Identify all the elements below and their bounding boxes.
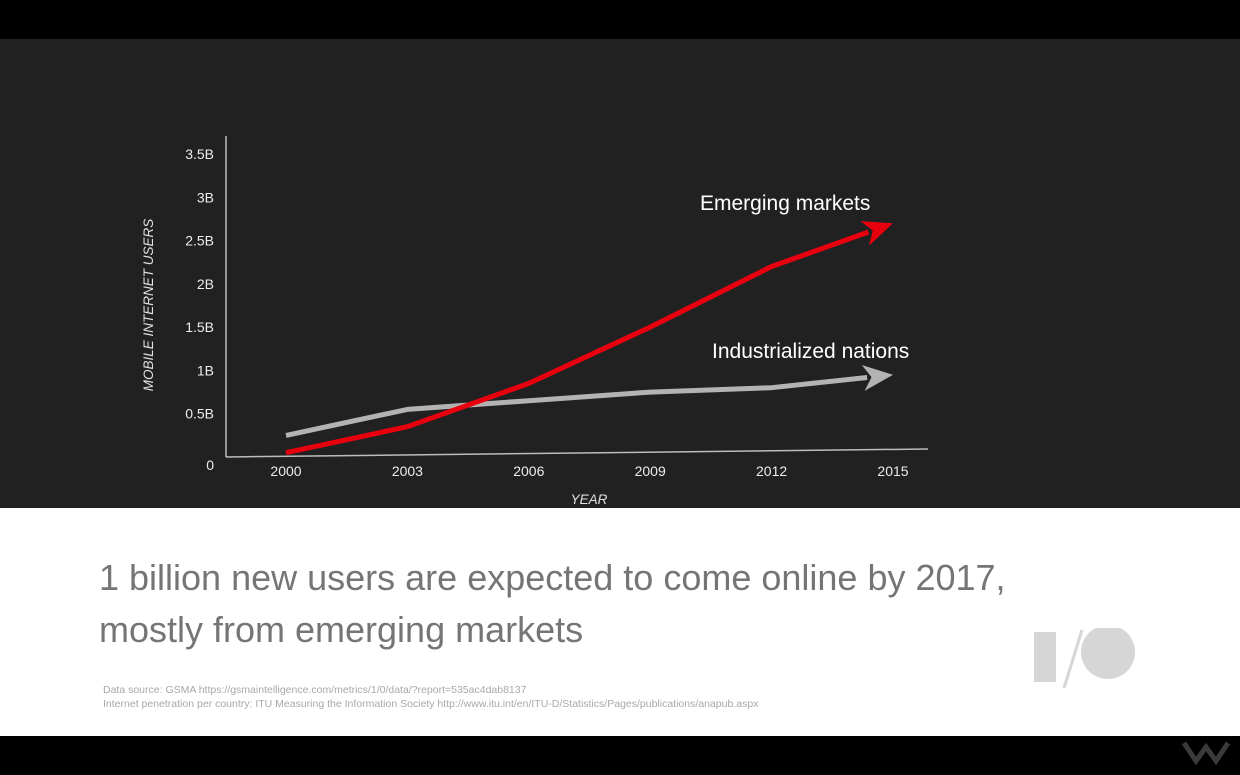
letterbox-bottom — [0, 736, 1240, 775]
letterbox-top — [0, 0, 1240, 39]
x-tick-label: 2000 — [270, 463, 301, 479]
x-tick-label: 2012 — [756, 463, 787, 479]
y-tick-label: 1B — [197, 362, 214, 378]
y-tick-label: 3B — [197, 189, 214, 205]
y-tick-labels: 0 0.5B 1B 1.5B 2B 2.5B 3B 3.5B — [185, 146, 214, 473]
series-arrowhead-emerging-markets — [860, 221, 893, 246]
y-tick-label: 1.5B — [185, 319, 214, 335]
series-line-emerging-markets — [285, 229, 870, 456]
watermark-logo-icon — [1181, 741, 1231, 766]
y-tick-label: 2.5B — [185, 233, 214, 249]
chart-panel: 0 0.5B 1B 1.5B 2B 2.5B 3B 3.5B 2000 2003 2006 2009… — [0, 39, 1240, 508]
chart-series — [285, 221, 893, 456]
source-line-1: Data source: GSMA https://gsmaintelligen… — [103, 684, 527, 696]
x-tick-labels: 2000 2003 2006 2009 2012 2015 — [270, 463, 908, 479]
data-sources: Data source: GSMA https://gsmaintelligen… — [103, 683, 1003, 711]
y-tick-label: 3.5B — [185, 146, 214, 162]
slide-headline: 1 billion new users are expected to come… — [99, 552, 1099, 656]
x-tick-label: 2015 — [877, 463, 908, 479]
headline-line-1: 1 billion new users are expected to come… — [99, 557, 1006, 598]
series-arrowhead-industrialized-nations — [861, 365, 893, 391]
x-tick-label: 2003 — [392, 463, 423, 479]
y-tick-label: 0 — [206, 457, 214, 473]
y-tick-label: 0.5B — [185, 406, 214, 422]
x-tick-label: 2006 — [513, 463, 544, 479]
x-axis-line — [225, 448, 929, 458]
series-label-emerging-markets: Emerging markets — [700, 192, 870, 215]
x-axis-label: YEAR — [571, 492, 608, 507]
headline-line-2: mostly from emerging markets — [99, 609, 584, 650]
source-line-2: Internet penetration per country: ITU Me… — [103, 698, 759, 710]
line-chart: 0 0.5B 1B 1.5B 2B 2.5B 3B 3.5B 2000 2003 2006 2009… — [141, 136, 929, 507]
series-label-industrialized-nations: Industrialized nations — [712, 340, 909, 363]
y-tick-label: 2B — [197, 276, 214, 292]
series-labels: Emerging markets Industrialized nations — [700, 192, 909, 363]
caption-panel: 1 billion new users are expected to come… — [0, 508, 1240, 736]
google-io-logo-icon — [1034, 628, 1135, 689]
series-line-industrialized-nations — [285, 375, 868, 438]
x-tick-label: 2009 — [635, 463, 666, 479]
y-axis-label: MOBILE INTERNET USERS — [141, 219, 156, 392]
chart-axes — [225, 136, 929, 458]
